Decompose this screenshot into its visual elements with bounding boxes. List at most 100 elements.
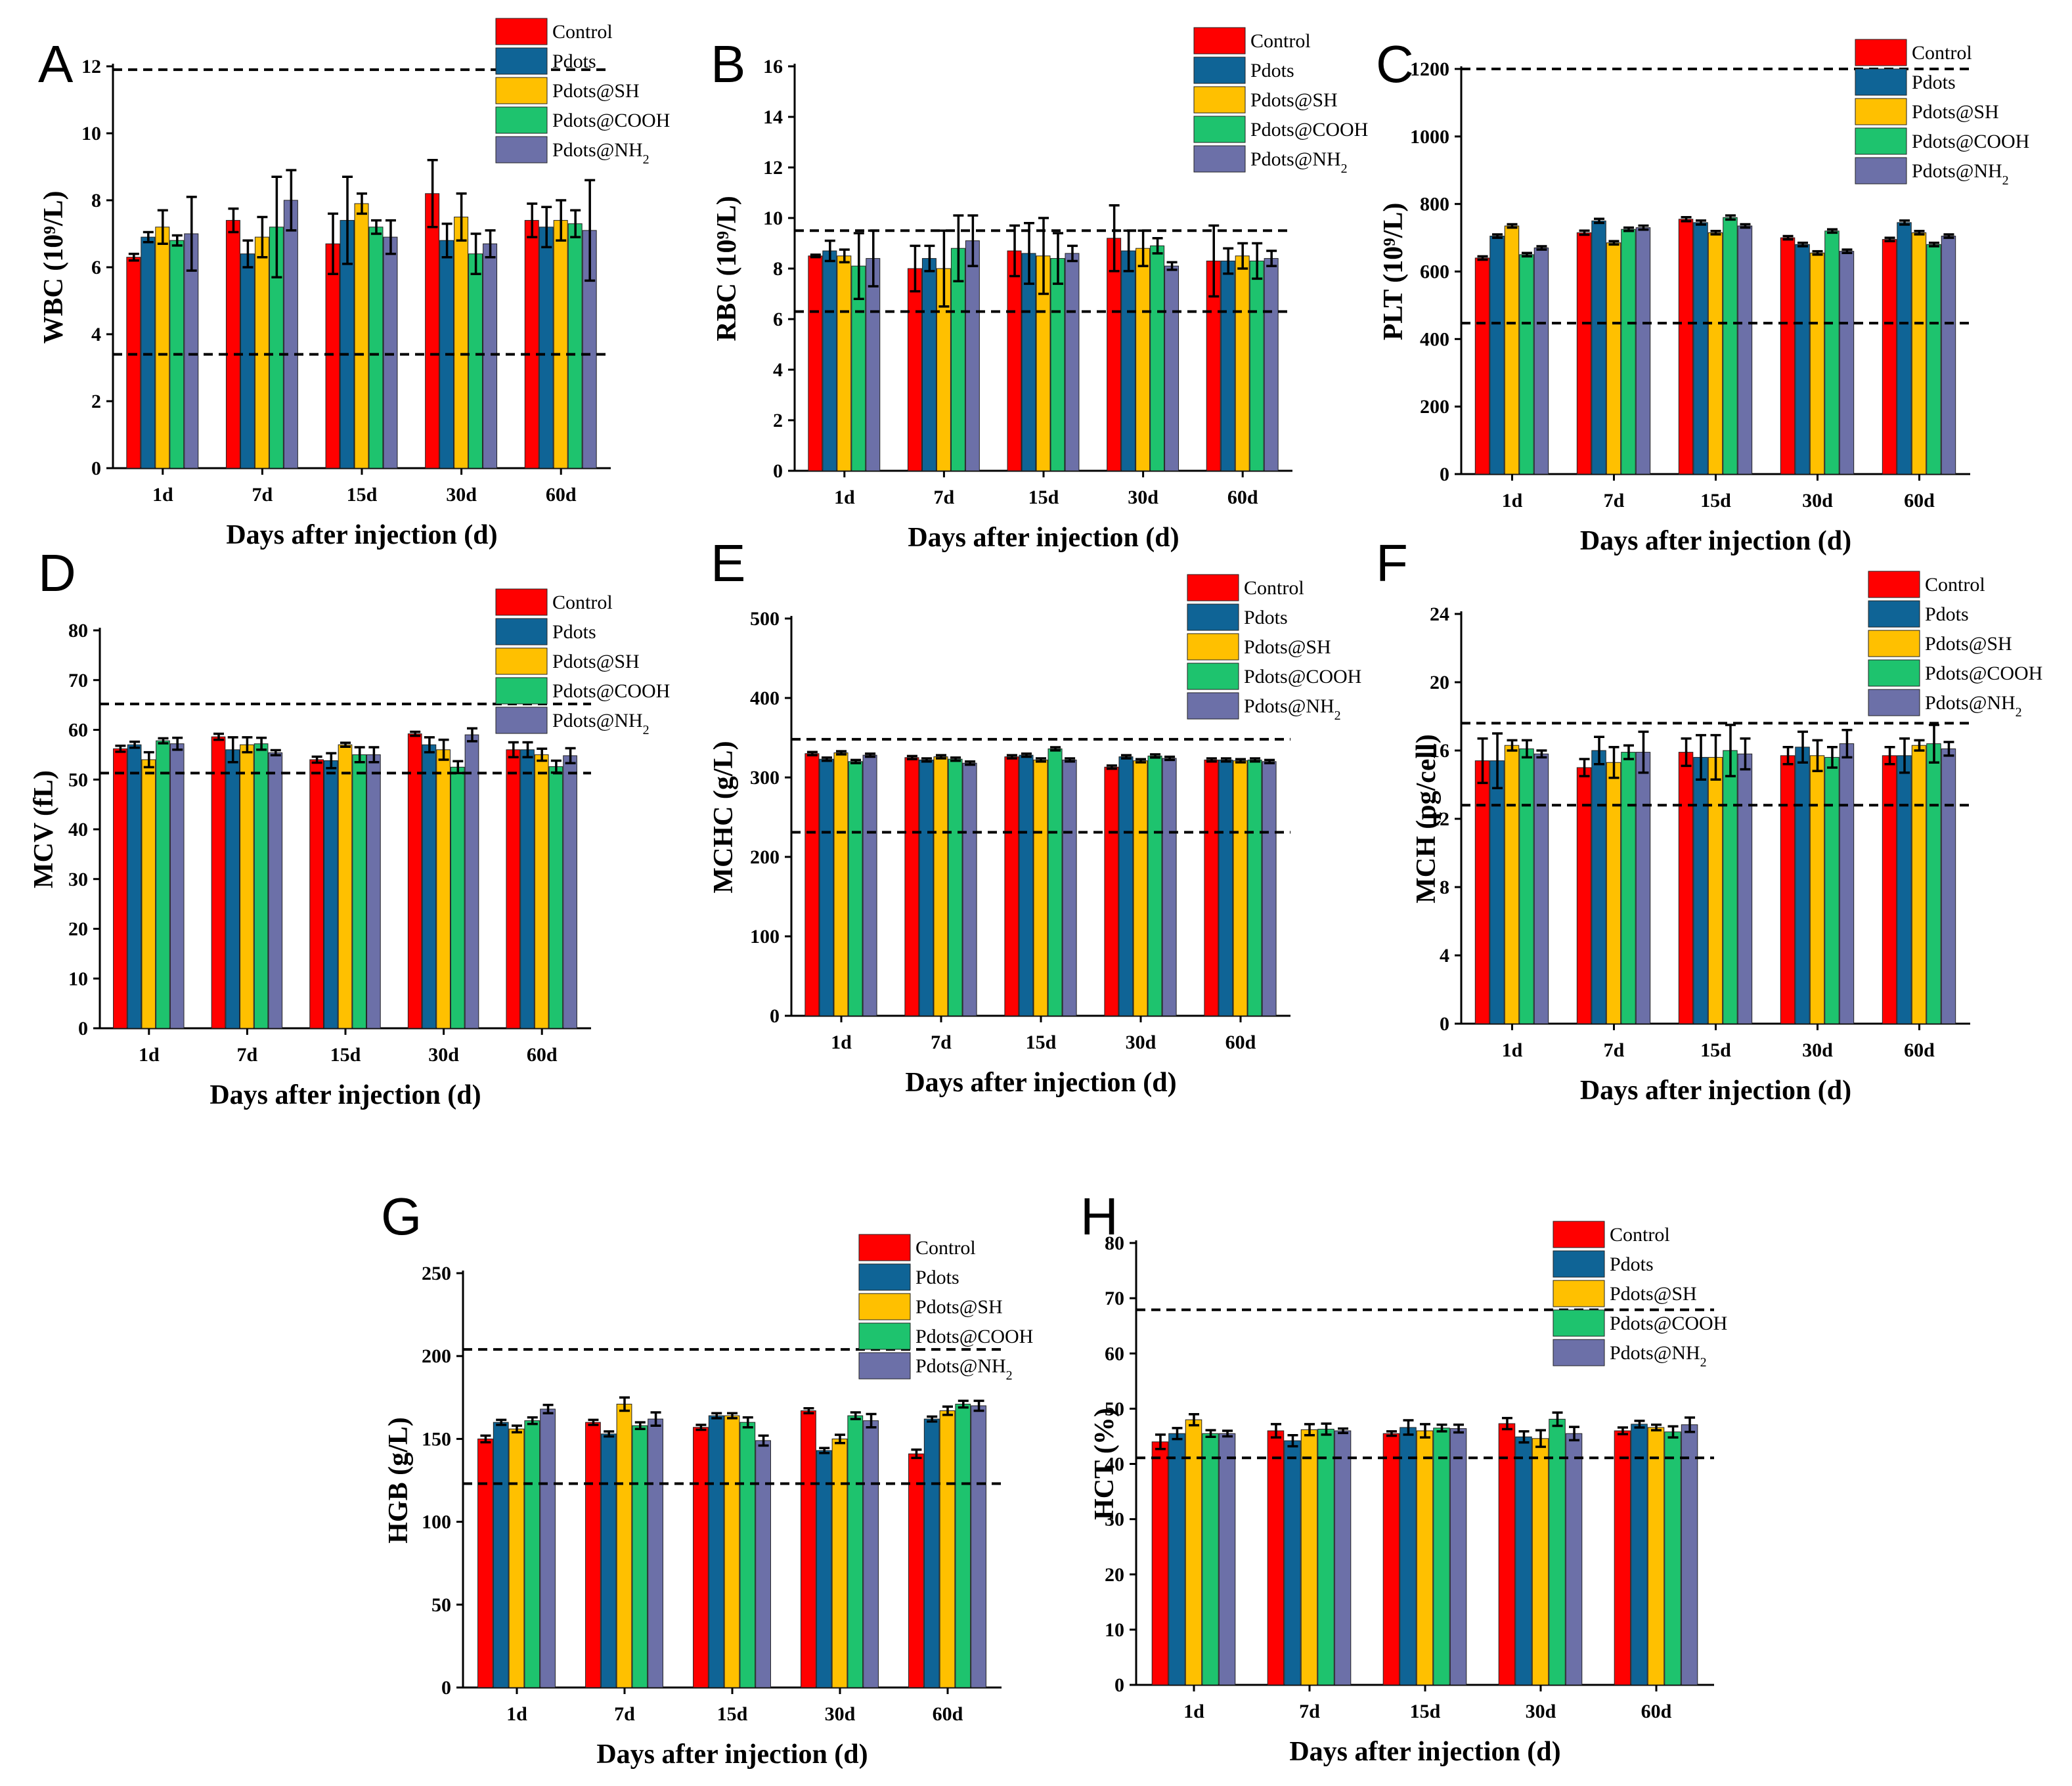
y-tick-label: 4	[773, 359, 783, 381]
x-tick-label: 7d	[934, 487, 955, 508]
y-tick-label: 0	[1440, 1013, 1449, 1035]
y-tick-label: 12	[1430, 808, 1449, 830]
bar-pdots-nh2	[1164, 265, 1179, 471]
y-tick-label: 200	[750, 846, 780, 868]
legend-swatch	[495, 77, 548, 104]
bar-pdots	[539, 227, 554, 469]
bar-pdots	[600, 1433, 617, 1688]
legend-swatch	[495, 647, 548, 675]
bar-pdots-nh2	[1262, 761, 1277, 1016]
bar-pdots-nh2	[1839, 251, 1855, 475]
legend-label: Pdots@NH2	[1912, 160, 2009, 188]
bar-pdots-nh2	[1737, 753, 1753, 1024]
bar-pdots-sh	[1233, 760, 1248, 1016]
bar-control	[805, 753, 820, 1016]
bar-pdots	[1693, 222, 1708, 475]
bar-pdots-sh	[454, 217, 469, 469]
y-tick-label: 50	[1105, 1398, 1124, 1420]
x-tick-label: 60d	[1904, 490, 1935, 512]
bar-pdots-cooh	[955, 1403, 971, 1688]
bar-pdots-cooh	[1519, 748, 1534, 1024]
bar-pdots-nh2	[1737, 225, 1753, 475]
bar-pdots	[1019, 754, 1034, 1016]
legend-swatch	[1868, 689, 1920, 716]
y-tick-label: 14	[763, 106, 783, 128]
bar-pdots-nh2	[1218, 1433, 1236, 1686]
bar-pdots	[816, 1450, 832, 1688]
y-axis-title: MCH (pg/cell)	[1411, 734, 1442, 904]
bar-pdots	[1400, 1427, 1417, 1686]
bar-control	[1882, 755, 1897, 1024]
bar-pdots-sh	[1532, 1438, 1549, 1686]
bar-pdots-sh	[1504, 225, 1520, 475]
bar-pdots-sh	[833, 752, 849, 1016]
bar-pdots-sh	[1911, 745, 1927, 1024]
y-tick-label: 600	[1420, 261, 1449, 283]
bar-pdots-sh	[933, 756, 948, 1016]
y-tick-label: 250	[422, 1263, 451, 1284]
bar-pdots-nh2	[648, 1418, 663, 1688]
bar-pdots	[1631, 1424, 1648, 1686]
bar-pdots-cooh	[1723, 217, 1738, 475]
legend-label: Pdots@SH	[1925, 633, 2012, 655]
y-tick-label: 12	[763, 157, 783, 179]
y-tick-label: 20	[1430, 672, 1449, 693]
x-tick-label: 7d	[237, 1044, 258, 1066]
bar-control	[1107, 238, 1122, 471]
x-tick-label: 60d	[1904, 1039, 1935, 1061]
y-axis-title: MCV (fL)	[29, 770, 59, 888]
bar-pdots-sh	[254, 236, 269, 469]
legend-label: Control	[1610, 1224, 1670, 1246]
y-tick-label: 8	[91, 190, 101, 211]
bar-control	[1004, 756, 1019, 1016]
legend-swatch	[858, 1263, 911, 1291]
y-tick-label: 50	[68, 769, 88, 791]
bar-pdots-sh	[1185, 1419, 1202, 1686]
bar-control	[1498, 1423, 1516, 1686]
y-axis-title: HGB (g/L)	[384, 1417, 414, 1544]
legend-swatch	[1553, 1221, 1605, 1248]
bar-pdots-nh2	[1941, 236, 1956, 475]
y-tick-label: 4	[91, 324, 101, 345]
bar-pdots-sh	[508, 1428, 525, 1688]
bar-pdots	[1489, 760, 1505, 1024]
bar-pdots-sh	[141, 759, 156, 1029]
bar-pdots-cooh	[739, 1422, 756, 1688]
bar-pdots-sh	[354, 203, 369, 469]
y-tick-label: 8	[773, 258, 783, 280]
legend-swatch	[858, 1234, 911, 1261]
legend-swatch	[1193, 86, 1246, 114]
legend: Control Pdots Pdots@SH Pdots@COOH Pdots@NH2	[495, 588, 670, 737]
legend-swatch	[1193, 116, 1246, 143]
bar-control	[1267, 1430, 1285, 1686]
bar-pdots-sh	[1809, 252, 1825, 475]
bar-pdots	[141, 236, 156, 469]
y-tick-label: 0	[1440, 464, 1449, 485]
y-tick-label: 40	[1105, 1454, 1124, 1475]
bar-pdots-cooh	[1147, 755, 1162, 1016]
x-tick-label: 1d	[1183, 1701, 1204, 1722]
bar-pdots-cooh	[1433, 1427, 1450, 1686]
bar-pdots-sh	[1809, 755, 1825, 1024]
y-tick-label: 500	[750, 608, 780, 630]
x-axis-title: Days after injection (d)	[1289, 1737, 1560, 1767]
legend-swatch	[495, 618, 548, 645]
legend-swatch	[495, 47, 548, 75]
legend-label: Control	[1912, 42, 1972, 64]
bar-pdots-sh	[1606, 242, 1621, 475]
bar-pdots-sh	[1135, 248, 1151, 471]
x-tick-label: 1d	[139, 1044, 160, 1066]
legend-swatch	[495, 677, 548, 705]
legend-label: Control	[552, 21, 613, 43]
legend-swatch	[1553, 1280, 1605, 1307]
panel-letter: F	[1376, 534, 1408, 592]
legend-swatch	[1868, 630, 1920, 657]
legend-label: Pdots@SH	[915, 1296, 1003, 1318]
x-axis-title: Days after injection (d)	[226, 520, 497, 550]
x-tick-label: 30d	[1526, 1701, 1556, 1722]
bar-pdots-cooh	[1926, 743, 1941, 1024]
y-tick-label: 16	[763, 56, 783, 77]
x-tick-label: 1d	[152, 484, 173, 506]
bar-control	[808, 255, 823, 471]
